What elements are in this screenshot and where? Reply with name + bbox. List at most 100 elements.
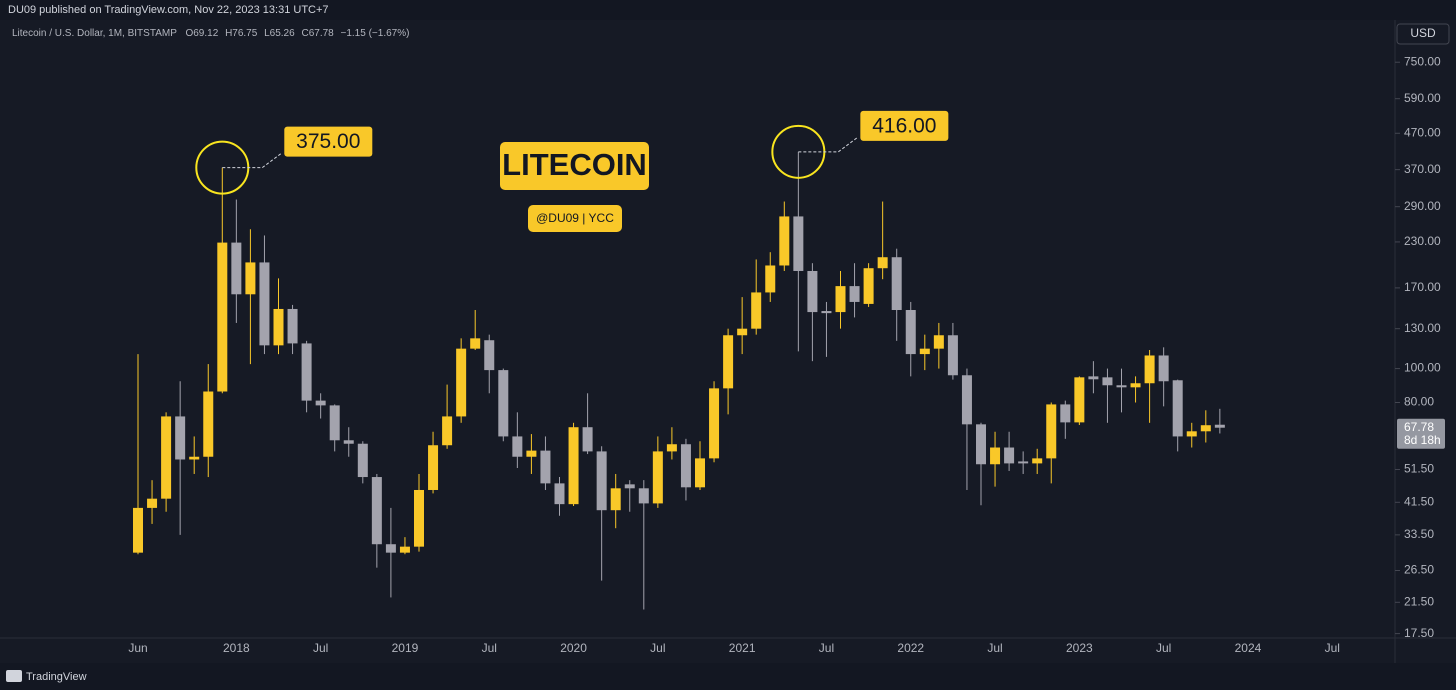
candle-body <box>891 257 902 310</box>
candle-body <box>976 424 986 465</box>
candle-body <box>765 265 776 293</box>
candle-body <box>638 488 649 504</box>
candle-body <box>442 416 453 446</box>
x-tick-label: 2018 <box>223 641 250 655</box>
candle-body <box>793 216 804 271</box>
candle-body <box>1144 355 1155 384</box>
candle-body <box>1214 424 1225 428</box>
candle-body <box>933 335 944 349</box>
countdown: 8d 18h <box>1404 433 1441 447</box>
published-note: DU09 published on TradingView.com, Nov 2… <box>8 4 329 16</box>
candle-body <box>1018 461 1029 464</box>
candle-body <box>231 242 242 295</box>
candle-body <box>385 544 396 553</box>
candle-body <box>287 308 298 344</box>
candle-body <box>371 477 382 545</box>
candle-body <box>1032 458 1043 464</box>
candle-body <box>1116 385 1127 388</box>
y-tick-label: 750.00 <box>1404 54 1441 68</box>
candle-body <box>961 375 972 425</box>
candle-body <box>161 416 172 499</box>
y-tick-label: 33.50 <box>1404 527 1434 541</box>
candle-body <box>189 456 200 460</box>
candle-body <box>217 242 228 392</box>
candle-body <box>147 498 158 508</box>
x-tick-label: Jul <box>313 641 328 655</box>
annotation-leader <box>222 152 283 169</box>
candle-body <box>947 335 958 376</box>
y-tick-label: 470.00 <box>1404 125 1441 139</box>
candle-body <box>175 416 186 460</box>
candle-body <box>990 447 1001 465</box>
y-tick-label: 230.00 <box>1404 234 1441 248</box>
chart-title: LITECOIN <box>502 147 647 182</box>
last-price: 67.78 <box>1404 420 1434 434</box>
brand-logo <box>6 670 22 682</box>
x-tick-label: Jul <box>987 641 1002 655</box>
x-tick-label: Jul <box>1156 641 1171 655</box>
chart-subtitle: @DU09 | YCC <box>536 211 614 225</box>
candle-body <box>133 507 143 553</box>
candle-body <box>498 370 509 437</box>
candle-body <box>568 427 579 505</box>
candle-body <box>737 328 748 336</box>
candle-body <box>1200 425 1211 432</box>
symbol: Litecoin / U.S. Dollar, 1M, BITSTAMP <box>12 28 177 39</box>
y-tick-label: 26.50 <box>1404 563 1434 577</box>
candle-body <box>357 443 368 478</box>
y-tick-label: 170.00 <box>1404 280 1441 294</box>
y-tick-label: 100.00 <box>1404 361 1441 375</box>
candle-body <box>512 436 523 457</box>
x-tick-label: 2020 <box>560 641 587 655</box>
y-tick-label: 590.00 <box>1404 91 1441 105</box>
candle-body <box>863 268 874 304</box>
candle-body <box>203 391 214 457</box>
x-tick-label: Jul <box>819 641 834 655</box>
candle-body <box>1004 447 1015 464</box>
symbol-legend: Litecoin / U.S. Dollar, 1M, BITSTAMP O69… <box>12 28 409 39</box>
candle-body <box>1046 404 1057 459</box>
candle-body <box>723 335 734 389</box>
title-box <box>500 142 649 190</box>
candle-body <box>301 343 312 401</box>
currency[interactable]: USD <box>1410 26 1436 40</box>
x-tick-label: Jul <box>482 641 497 655</box>
currency-box[interactable] <box>1396 23 1450 45</box>
candle-body <box>779 216 790 266</box>
ohlc-close: C67.78 <box>301 28 334 39</box>
candle-body <box>1158 355 1169 382</box>
candle-body <box>582 427 593 452</box>
candle-body <box>1102 377 1113 386</box>
x-tick-label: 2019 <box>392 641 419 655</box>
x-tick-label: Jul <box>1325 641 1340 655</box>
candle-body <box>1172 380 1183 437</box>
x-tick-label: 2023 <box>1066 641 1093 655</box>
annotation-box <box>860 110 949 141</box>
candle-body <box>540 450 551 484</box>
x-tick-label: 2024 <box>1235 641 1262 655</box>
candle-body <box>849 286 860 302</box>
candle-body <box>905 309 916 355</box>
candle-body <box>596 451 607 511</box>
ohlc-open: O69.12 <box>185 28 218 39</box>
candle-body <box>1186 431 1197 437</box>
candle-body <box>484 340 495 371</box>
annotation-leader <box>798 136 859 153</box>
candle-body <box>456 348 467 417</box>
ohlc-low: L65.26 <box>264 28 295 39</box>
candle-body <box>821 311 832 314</box>
candle-body <box>315 400 326 406</box>
candle-body <box>709 388 720 459</box>
y-tick-label: 130.00 <box>1404 321 1441 335</box>
footer-bar <box>0 663 1456 690</box>
ohlc-change: −1.15 (−1.67%) <box>341 28 410 39</box>
candle-body <box>428 445 439 490</box>
candle-body <box>624 484 635 489</box>
candle-body <box>652 451 663 504</box>
y-tick-label: 17.50 <box>1404 626 1434 640</box>
candle-body <box>343 440 354 444</box>
y-tick-label: 51.50 <box>1404 462 1434 476</box>
candle-body <box>273 308 284 346</box>
candle-body <box>399 546 410 553</box>
